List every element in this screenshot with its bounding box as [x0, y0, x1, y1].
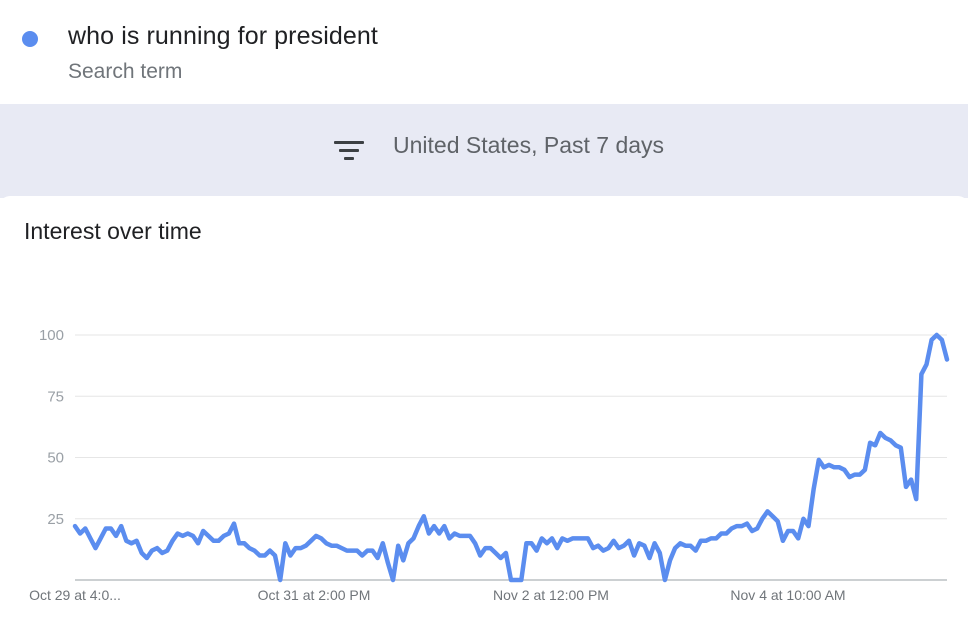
x-tick-label: Oct 29 at 4:0... [29, 587, 121, 603]
interest-over-time-card [0, 196, 968, 640]
y-tick-label: 50 [47, 450, 64, 467]
filter-summary[interactable]: United States, Past 7 days [393, 132, 665, 158]
x-tick-label: Nov 4 at 10:00 AM [730, 587, 845, 603]
y-tick-label: 75 [47, 388, 64, 405]
search-term-row[interactable]: who is running for president Search term [0, 0, 968, 100]
series-line-0 [72, 332, 950, 583]
search-term-subtitle: Search term [68, 60, 183, 83]
card-title: Interest over time [24, 218, 202, 244]
y-tick-label: 25 [47, 511, 64, 528]
series-color-dot [22, 31, 38, 47]
y-tick-label: 100 [39, 327, 64, 344]
search-term-name: who is running for president [68, 22, 378, 50]
x-tick-label: Nov 2 at 12:00 PM [493, 587, 609, 603]
filter-icon[interactable] [334, 138, 364, 164]
x-tick-label: Oct 31 at 2:00 PM [258, 587, 371, 603]
filter-bar[interactable] [0, 104, 968, 198]
